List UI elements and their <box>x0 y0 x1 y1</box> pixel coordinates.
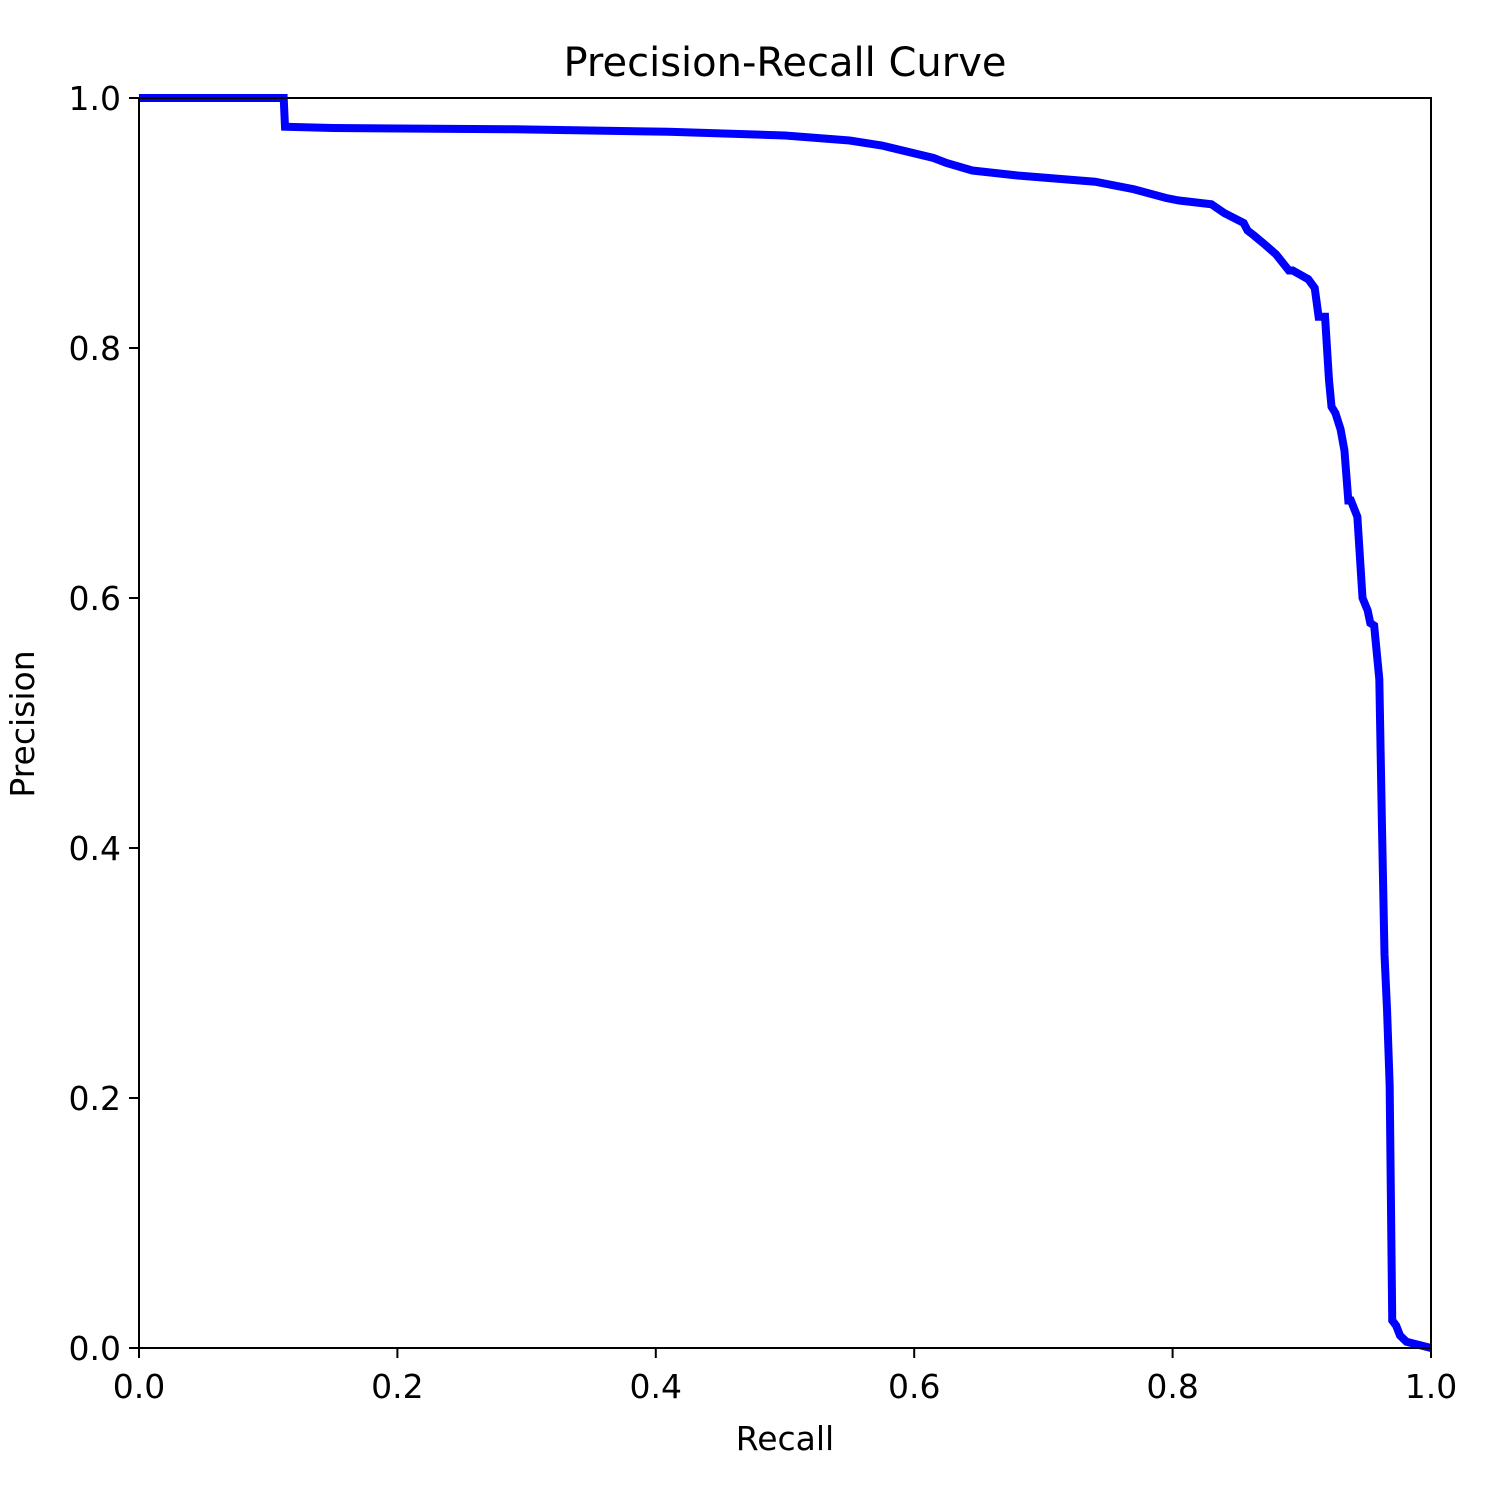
y-tick-label: 1.0 <box>69 79 121 118</box>
x-tick-label: 0.0 <box>113 1367 165 1406</box>
y-axis-ticks: 0.0 0.2 0.4 0.6 0.8 1.0 <box>69 79 139 1368</box>
x-tick-label: 1.0 <box>1405 1367 1457 1406</box>
y-tick-label: 0.0 <box>69 1329 121 1368</box>
x-axis-title: Recall <box>736 1419 834 1458</box>
x-tick-label: 0.6 <box>888 1367 940 1406</box>
x-tick-label: 0.2 <box>371 1367 423 1406</box>
pr-curve-line <box>139 94 1432 1352</box>
plot-area-frame <box>138 97 1432 1349</box>
y-tick-label: 0.2 <box>69 1079 121 1118</box>
y-tick-label: 0.4 <box>69 829 121 868</box>
x-axis-ticks: 0.0 0.2 0.4 0.6 0.8 1.0 <box>113 1348 1457 1406</box>
x-tick-label: 0.8 <box>1146 1367 1198 1406</box>
y-tick-label: 0.8 <box>69 329 121 368</box>
x-tick-label: 0.4 <box>630 1367 682 1406</box>
chart-title: Precision-Recall Curve <box>564 40 1007 86</box>
y-axis-title: Precision <box>3 650 42 797</box>
y-tick-label: 0.6 <box>69 579 121 618</box>
